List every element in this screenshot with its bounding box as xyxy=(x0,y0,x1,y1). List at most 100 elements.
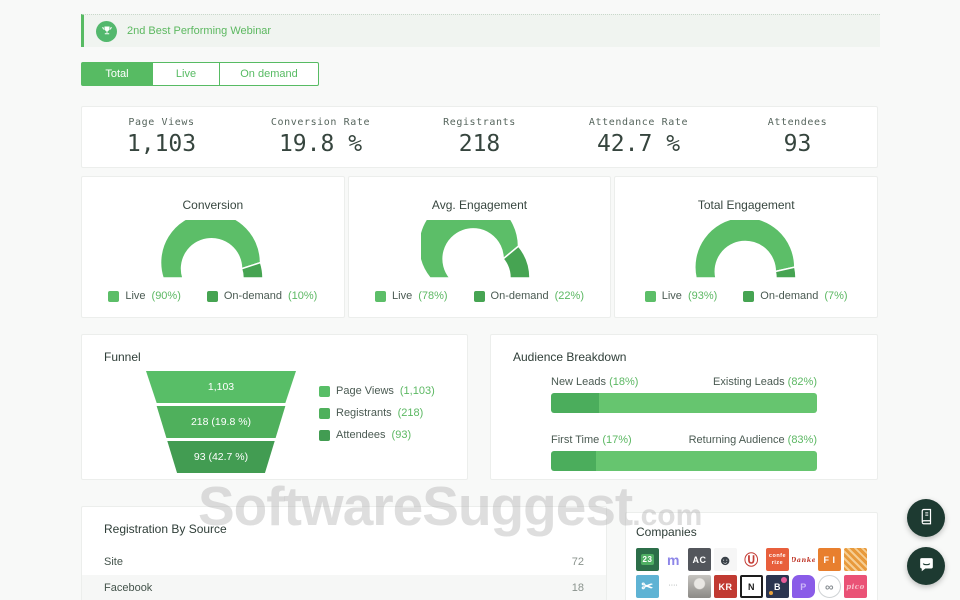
stat-value: 19.8 % xyxy=(278,131,363,157)
legend-item-live: Live (78%) xyxy=(375,290,448,302)
new-leads-segment xyxy=(551,393,599,413)
source-count: 18 xyxy=(571,582,584,594)
legend-value: (218) xyxy=(397,407,424,419)
stat-label: Attendance Rate xyxy=(588,117,689,128)
leads-stacked-bar xyxy=(551,393,817,413)
legend-label: Live xyxy=(392,290,413,302)
registration-table: Site 72 Facebook 18 xyxy=(82,549,606,600)
stat-page-views: Page Views 1,103 xyxy=(82,117,241,157)
gauge-legend: Live (93%) On-demand (7%) xyxy=(644,290,848,302)
legend-item-live: Live (93%) xyxy=(644,290,717,302)
stat-value: 93 xyxy=(783,131,812,157)
tab-live[interactable]: Live xyxy=(152,62,220,86)
tab-on-demand[interactable]: On demand xyxy=(219,62,319,86)
conferize-logo: confe rize xyxy=(766,548,789,571)
legend-value: (78%) xyxy=(418,290,448,302)
total-engagement-gauge-card: Total Engagement Live (93%) On-demand (7%) xyxy=(614,176,879,318)
legend-swatch-icon xyxy=(319,429,330,441)
audience-type-stacked-bar xyxy=(551,451,817,471)
legend-item-registrants: Registrants (218) xyxy=(319,407,435,419)
source-count: 72 xyxy=(571,556,584,568)
funnel-stage-attendees: 93 (42.7 %) xyxy=(167,441,275,473)
m-wordmark-logo: m xyxy=(667,551,680,568)
help-docs-button[interactable] xyxy=(907,499,945,537)
returning-audience-segment xyxy=(596,451,817,471)
book-icon xyxy=(917,508,935,529)
first-time-segment xyxy=(551,451,597,471)
audience-type-bar-group: First Time (17%) Returning Audience (83%… xyxy=(551,434,817,471)
bar-left-label: First Time (17%) xyxy=(551,434,632,446)
source-name: Facebook xyxy=(104,582,153,594)
table-row: Facebook 18 xyxy=(82,575,606,600)
registration-by-source-card: Registration By Source Site 72 Facebook … xyxy=(81,506,607,600)
tab-total[interactable]: Total xyxy=(81,62,153,86)
scissors-mark-logo: ✂ xyxy=(636,575,659,598)
live-gauge-segment xyxy=(694,220,796,279)
stat-registrants: Registrants 218 xyxy=(400,117,559,157)
legend-value: (10%) xyxy=(287,290,318,302)
legend-item-live: Live (90%) xyxy=(108,290,181,302)
companies-title: Companies xyxy=(636,525,697,539)
gauge-legend: Live (90%) On-demand (10%) xyxy=(108,290,317,302)
registration-title: Registration By Source xyxy=(104,522,227,536)
funnel-stage-registrants: 218 (19.8 %) xyxy=(156,406,286,438)
gauge-charts-row: Conversion Live (90%) On-demand (10%) Avg. E… xyxy=(81,176,879,318)
stat-label: Registrants xyxy=(443,117,516,128)
source-name: Site xyxy=(104,556,123,568)
stat-conversion-rate: Conversion Rate 19.8 % xyxy=(241,117,400,157)
trophy-icon xyxy=(96,20,117,42)
audience-title: Audience Breakdown xyxy=(513,350,627,364)
legend-label: On-demand xyxy=(223,290,282,302)
gray-wordmark-logo: ···· xyxy=(668,583,679,590)
legend-swatch-icon xyxy=(375,290,387,302)
stat-value: 1,103 xyxy=(126,131,197,157)
legend-label: On-demand xyxy=(760,290,819,302)
legend-item-on-demand: On-demand (7%) xyxy=(743,290,848,302)
legend-swatch-icon xyxy=(206,290,218,302)
stat-attendees: Attendees 93 xyxy=(718,117,877,157)
conversion-gauge-card: Conversion Live (90%) On-demand (10%) xyxy=(81,176,345,318)
gauge-title: Avg. Engagement xyxy=(431,198,528,212)
legend-label: Page Views xyxy=(336,385,394,397)
legend-value: (22%) xyxy=(554,290,584,302)
legend-swatch-icon xyxy=(319,385,330,397)
ac-monogram-logo: AC xyxy=(688,548,711,571)
funnel-stage-page-views: 1,103 xyxy=(146,371,296,403)
portrait-photo-logo xyxy=(688,575,711,598)
legend-swatch-icon xyxy=(473,290,485,302)
infinity-circle-logo: ∞ xyxy=(818,575,841,598)
legend-swatch-icon xyxy=(743,290,755,302)
legend-item-on-demand: On-demand (10%) xyxy=(206,290,318,302)
robot-face-logo: ☻ xyxy=(714,548,737,571)
stat-label: Conversion Rate xyxy=(270,117,371,128)
table-row: Site 72 xyxy=(82,549,606,575)
audience-breakdown-card: Audience Breakdown New Leads (18%) Exist… xyxy=(490,334,878,480)
legend-item-page-views: Page Views (1,103) xyxy=(319,385,435,397)
pico-wordmark-logo: pico xyxy=(844,575,867,598)
bar-left-label: New Leads (18%) xyxy=(551,376,639,388)
kr-monogram-logo: KR xyxy=(714,575,737,598)
chat-button[interactable] xyxy=(907,547,945,585)
live-gauge-segment xyxy=(420,220,519,279)
legend-label: Live xyxy=(125,290,146,302)
stat-label: Page Views xyxy=(128,117,195,128)
stat-attendance-rate: Attendance Rate 42.7 % xyxy=(559,117,718,157)
on-demand-gauge-segment xyxy=(240,261,264,279)
banner-label: 2nd Best Performing Webinar xyxy=(127,25,272,37)
semicircle-gauge-chart xyxy=(694,220,797,279)
leads-bar-group: New Leads (18%) Existing Leads (82%) xyxy=(551,376,817,413)
funnel-chart: 1,103 218 (19.8 %) 93 (42.7 %) xyxy=(146,371,296,476)
fi-monogram-logo: F I xyxy=(818,548,841,571)
gauge-title: Conversion xyxy=(182,198,244,212)
live-gauge-segment xyxy=(159,220,262,279)
avg-engagement-gauge-card: Avg. Engagement Live (78%) On-demand (22%) xyxy=(347,176,612,318)
legend-label: On-demand xyxy=(490,290,549,302)
legend-item-on-demand: On-demand (22%) xyxy=(473,290,584,302)
view-tabs: Total Live On demand xyxy=(81,62,319,86)
u-shield-logo: Ⓤ xyxy=(740,548,763,571)
legend-swatch-icon xyxy=(108,290,120,302)
legend-label: Attendees xyxy=(336,429,386,441)
funnel-title: Funnel xyxy=(104,350,141,364)
funnel-card: Funnel 1,103 218 (19.8 %) 93 (42.7 %) Pa… xyxy=(81,334,468,480)
